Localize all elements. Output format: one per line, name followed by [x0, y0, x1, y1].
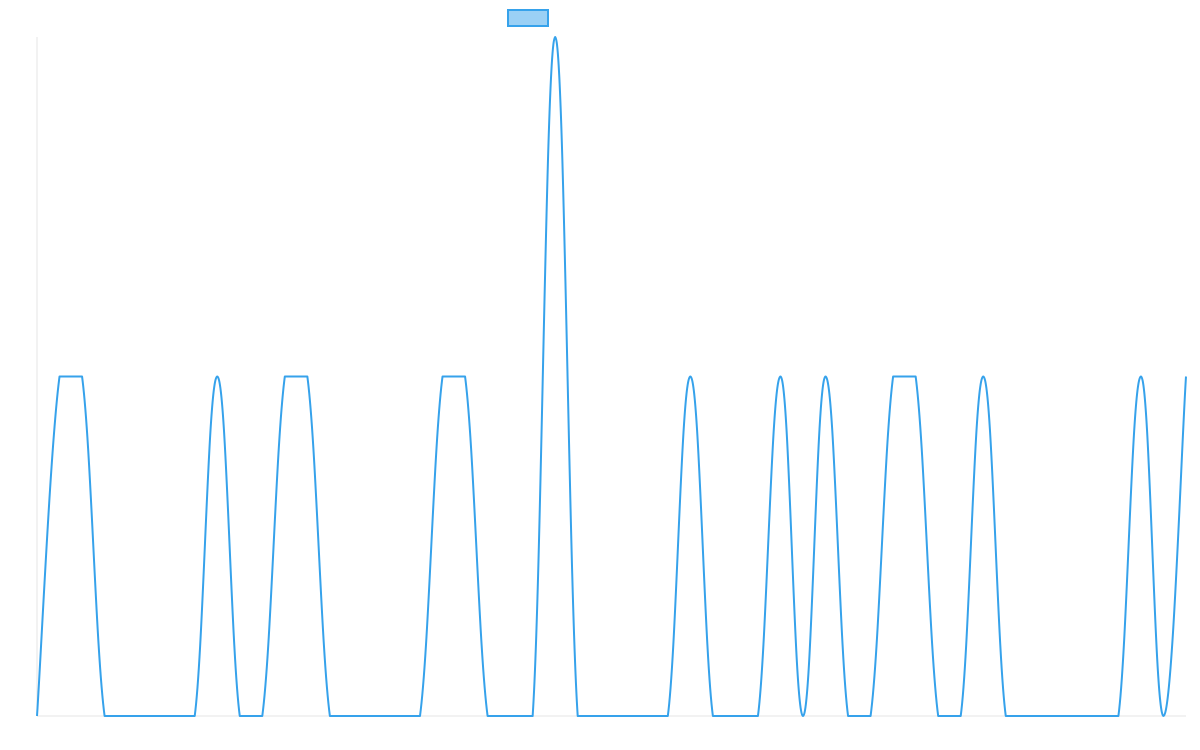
data-point[interactable]	[754, 712, 762, 720]
data-point[interactable]	[1002, 712, 1010, 720]
data-point[interactable]	[393, 712, 401, 720]
data-point[interactable]	[776, 373, 784, 381]
data-point[interactable]	[461, 373, 469, 381]
data-point[interactable]	[1069, 712, 1077, 720]
data-point[interactable]	[281, 373, 289, 381]
data-point[interactable]	[822, 373, 830, 381]
data-point[interactable]	[123, 712, 131, 720]
data-point[interactable]	[1182, 373, 1190, 381]
data-point[interactable]	[371, 712, 379, 720]
series-layer	[33, 33, 1190, 720]
data-point[interactable]	[348, 712, 356, 720]
data-point[interactable]	[1024, 712, 1032, 720]
data-point[interactable]	[191, 712, 199, 720]
legend-swatch[interactable]	[507, 9, 549, 27]
data-point[interactable]	[484, 712, 492, 720]
data-point[interactable]	[1114, 712, 1122, 720]
data-point[interactable]	[709, 712, 717, 720]
data-point[interactable]	[56, 373, 64, 381]
series-line-0	[36, 36, 1187, 717]
data-point[interactable]	[213, 373, 221, 381]
data-point[interactable]	[326, 712, 334, 720]
data-point[interactable]	[168, 712, 176, 720]
data-point[interactable]	[1137, 373, 1145, 381]
data-point[interactable]	[1047, 712, 1055, 720]
data-point[interactable]	[799, 712, 807, 720]
data-point[interactable]	[619, 712, 627, 720]
data-point[interactable]	[33, 712, 41, 720]
data-point[interactable]	[596, 712, 604, 720]
data-point[interactable]	[664, 712, 672, 720]
data-point[interactable]	[258, 712, 266, 720]
data-point[interactable]	[641, 712, 649, 720]
data-point[interactable]	[439, 373, 447, 381]
data-point[interactable]	[867, 712, 875, 720]
data-point[interactable]	[1092, 712, 1100, 720]
data-point[interactable]	[78, 373, 86, 381]
data-point[interactable]	[574, 712, 582, 720]
data-point[interactable]	[416, 712, 424, 720]
data-point[interactable]	[529, 712, 537, 720]
data-point[interactable]	[101, 712, 109, 720]
data-point[interactable]	[146, 712, 154, 720]
data-point[interactable]	[236, 712, 244, 720]
data-point[interactable]	[551, 33, 559, 41]
data-point[interactable]	[506, 712, 514, 720]
data-point[interactable]	[686, 373, 694, 381]
data-point[interactable]	[844, 712, 852, 720]
data-point[interactable]	[731, 712, 739, 720]
data-point[interactable]	[303, 373, 311, 381]
data-point[interactable]	[912, 373, 920, 381]
legend[interactable]	[507, 9, 549, 27]
data-point[interactable]	[889, 373, 897, 381]
data-point[interactable]	[934, 712, 942, 720]
data-point[interactable]	[979, 373, 987, 381]
data-point[interactable]	[957, 712, 965, 720]
data-point[interactable]	[1159, 712, 1167, 720]
